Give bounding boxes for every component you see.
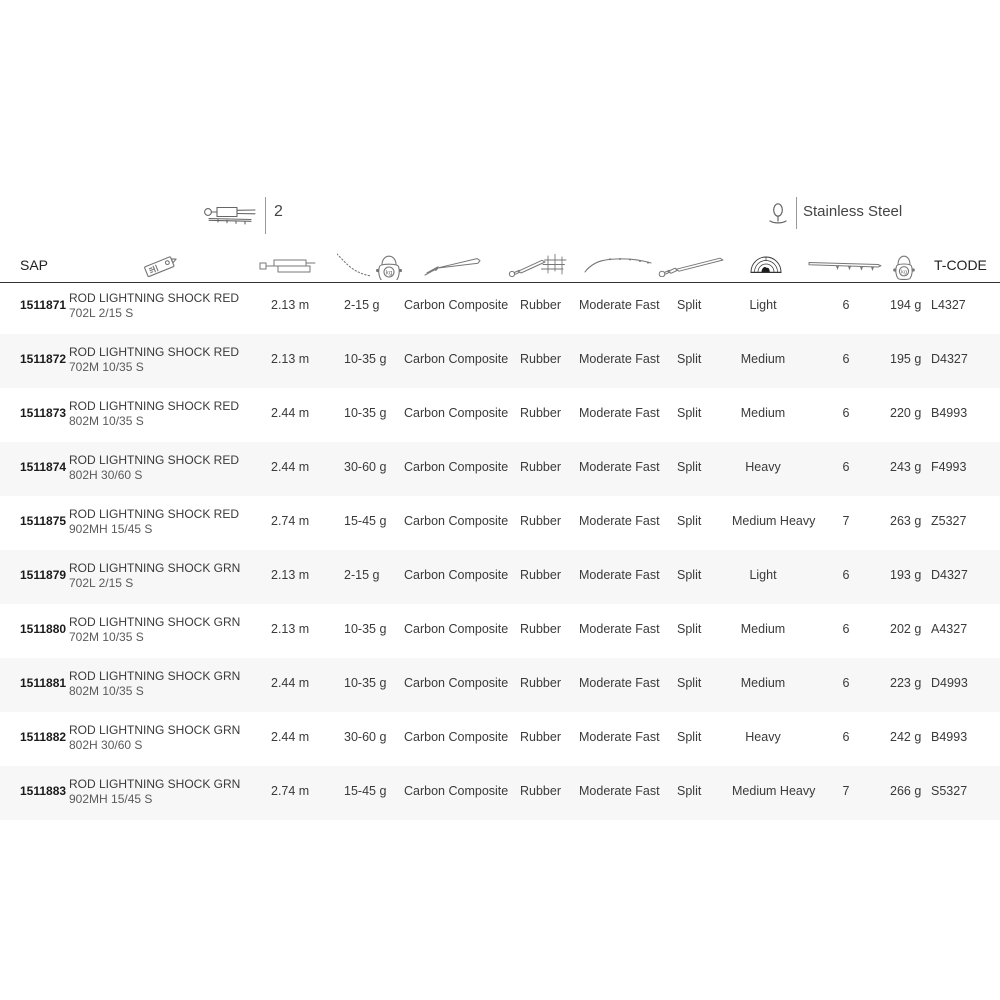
svg-text:kg: kg [386,269,393,276]
svg-text:kg: kg [901,270,907,276]
